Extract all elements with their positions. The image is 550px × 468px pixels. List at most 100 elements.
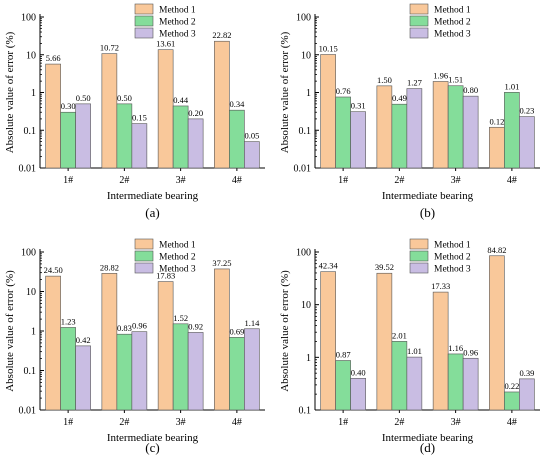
y-tick-label: 0.1 [299,126,312,137]
y-axis-label: Absolute value of error (%) [4,270,16,392]
data-label: 0.15 [132,113,147,123]
bar-method-3-2 [406,356,423,411]
x-axis-label: Intermediate bearing [382,432,474,444]
data-label: 1.23 [61,316,76,326]
data-label: 42.34 [319,261,339,271]
data-label: 17.33 [431,281,450,291]
bar-method-1-2 [101,53,118,169]
data-label: 0.40 [351,367,366,377]
y-tick-label: 0.1 [299,406,312,417]
data-label: 0.69 [229,326,244,336]
bar-method-3-4 [244,328,260,411]
data-label: 1.51 [448,75,463,85]
chart-panel-2: 0.01 0.1 1 10 100 Absolute value of error (%)… [279,3,540,220]
bar-method-1-4 [214,40,230,169]
legend-swatch [134,250,154,262]
data-label: 1.52 [173,313,188,323]
bar-method-3-3 [462,95,479,169]
y-tick-label: 10 [26,50,36,61]
data-label: 0.96 [132,321,147,331]
data-label: 0.92 [188,321,203,331]
y-tick-label: 10 [26,287,36,298]
legend-swatch [409,262,429,274]
bar-method-3-1 [350,111,366,169]
data-label: 1.01 [504,81,519,91]
bar-method-2-2 [116,333,133,411]
y-tick-label: 100 [296,13,311,24]
legend-label: Method 2 [434,18,471,28]
legend-label: Method 3 [434,265,471,275]
bar-method-3-1 [350,377,366,411]
bar-method-2-1 [335,96,351,169]
bar-method-2-2 [391,103,408,169]
y-tick-label: 1 [306,353,311,364]
x-tick-label: 3# [451,417,461,428]
y-axis-label: Absolute value of error (%) [279,31,291,153]
data-label: 0.42 [76,335,91,345]
y-tick-label: 100 [21,248,36,259]
data-label: 0.23 [519,106,534,116]
data-label: 0.80 [463,85,478,95]
data-label: 22.82 [212,30,231,40]
legend-swatch [409,27,429,39]
y-axis-label: Absolute value of error (%) [4,31,16,153]
data-label: 0.12 [489,116,504,126]
data-label: 10.15 [319,44,338,54]
legend-swatch [134,15,154,27]
bar-method-3-2 [131,123,148,169]
panel-label: (d) [420,440,435,455]
data-label: 2.01 [392,330,407,340]
data-label: 17.83 [156,271,175,281]
legend-swatch [409,15,429,27]
x-tick-label: 2# [119,417,129,428]
bar-method-1-3 [157,49,174,169]
bar-method-1-3 [432,291,449,411]
x-tick-label: 1# [338,175,348,186]
data-label: 1.01 [407,346,422,356]
data-label: 0.20 [188,108,203,118]
bar-method-3-4 [519,116,535,169]
x-axis-label: Intermediate bearing [107,432,199,444]
bar-method-1-1 [45,63,61,169]
legend-swatch [409,3,429,15]
data-label: 0.31 [351,101,366,111]
bar-method-2-3 [172,323,189,411]
data-label: 1.16 [448,343,463,353]
panel-label: (c) [145,440,159,455]
data-label: 39.52 [375,262,394,272]
legend-label: Method 1 [434,6,471,16]
data-label: 10.72 [100,43,119,53]
data-label: 0.76 [336,86,351,96]
y-tick-label: 1 [31,327,36,338]
y-tick-label: 0.01 [19,164,37,175]
bar-method-1-1 [320,54,336,169]
bar-method-2-3 [447,85,464,169]
y-tick-label: 0.01 [294,164,312,175]
data-label: 1.27 [407,78,422,88]
y-tick-label: 100 [296,248,311,259]
data-label: 5.66 [46,53,61,63]
data-label: 24.50 [44,265,63,275]
x-tick-label: 4# [232,175,242,186]
bar-method-2-4 [229,109,245,169]
y-axis-label: Absolute value of error (%) [279,270,291,392]
y-tick-label: 10 [301,50,311,61]
x-axis-label: Intermediate bearing [107,190,199,202]
data-label: 37.25 [212,258,231,268]
legend-label: Method 3 [159,30,196,40]
data-label: 0.44 [173,95,189,105]
chart-panel-3: 0.01 0.1 1 10 100 Absolute value of error (%)… [4,238,265,455]
bar-method-1-3 [157,281,174,411]
x-tick-label: 3# [176,417,186,428]
x-tick-label: 2# [394,175,404,186]
data-label: 0.34 [229,99,245,109]
y-tick-label: 0.1 [24,126,37,137]
data-label: 0.96 [463,347,478,357]
chart-panel-1: 0.01 0.1 1 10 100 Absolute value of error (%)… [4,3,265,220]
x-tick-label: 4# [232,417,242,428]
bar-method-2-1 [60,327,76,411]
data-label: 0.22 [504,381,519,391]
x-tick-label: 2# [119,175,129,186]
chart-panel-4: 0.1 1 10 100 Absolute value of error (%) 1# 42… [279,238,540,455]
